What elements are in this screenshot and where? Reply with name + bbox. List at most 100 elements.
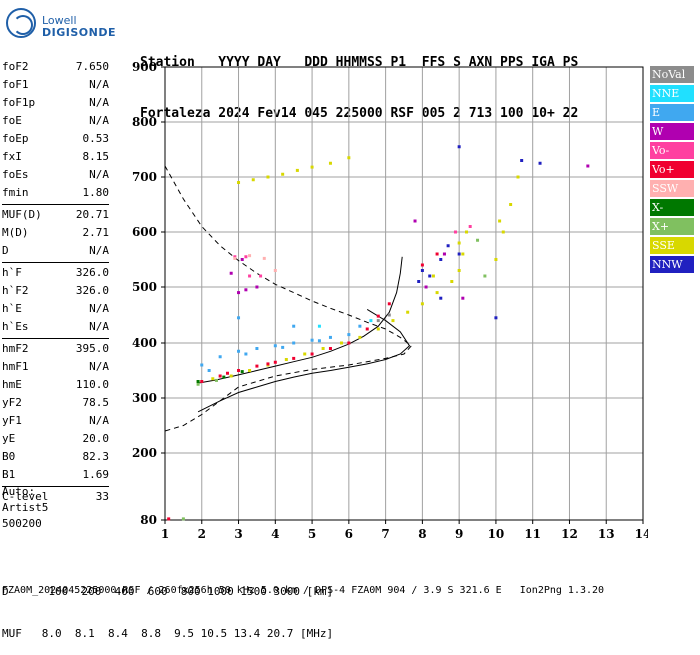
echo-point — [420, 302, 424, 306]
param-name: M(D) — [2, 226, 29, 239]
echo-point — [244, 288, 248, 292]
echo-point — [461, 252, 465, 256]
x-tick-label: 2 — [198, 527, 206, 541]
echo-point — [214, 378, 218, 382]
x-tick-label: 12 — [561, 527, 578, 541]
echo-point — [468, 225, 472, 228]
param-value: N/A — [89, 114, 109, 127]
legend-item: Vo- — [650, 142, 694, 159]
param-row: foF2 7.650 — [2, 58, 109, 76]
echo-point — [167, 517, 171, 521]
echo-point — [233, 255, 237, 259]
legend-item: X- — [650, 199, 694, 216]
y-tick-label: 200 — [132, 446, 157, 460]
echo-point — [498, 219, 502, 223]
param-name: h`F — [2, 266, 22, 279]
param-value: 2.71 — [82, 226, 110, 239]
auto-version: 500200 — [2, 517, 42, 530]
param-value: 20.71 — [75, 208, 109, 221]
digisonde-logo: Lowell DIGISONDE — [2, 4, 115, 44]
param-row: D N/A — [2, 242, 109, 260]
echo-point — [207, 369, 211, 372]
echo-point — [310, 352, 314, 356]
param-row: MUF(D) 20.71 — [2, 206, 109, 224]
header-labels: Station YYYY DAY DDD HHMMSS P1 FFS S AXN… — [140, 55, 579, 70]
x-tick-label: 1 — [161, 527, 169, 541]
param-row: yE 20.0 — [2, 430, 109, 448]
echo-point — [457, 269, 461, 272]
muf-row: MUF 8.0 8.1 8.4 8.8 9.5 10.5 13.4 20.7 [… — [2, 627, 334, 640]
echo-point — [461, 296, 465, 300]
solid-trace-curve — [198, 256, 403, 384]
echo-point — [292, 356, 296, 360]
echo-point — [435, 291, 439, 295]
x-tick-label: 14 — [635, 527, 648, 541]
param-row: h`F2 326.0 — [2, 282, 109, 300]
param-name: h`F2 — [2, 284, 29, 297]
echo-point — [369, 319, 373, 323]
param-name: B0 — [2, 450, 16, 463]
distance-row: D 100 200 400 600 800 1000 1500 3000 [km… — [2, 585, 334, 598]
echo-point — [200, 363, 204, 367]
echo-point — [266, 175, 270, 179]
echo-point — [446, 244, 450, 248]
legend-item: NoVal — [650, 66, 694, 83]
legend-item: Vo+ — [650, 161, 694, 178]
param-value: 8.15 — [82, 150, 110, 163]
x-tick-label: 4 — [271, 527, 279, 541]
y-tick-label: 800 — [132, 115, 157, 129]
param-value: N/A — [89, 244, 109, 257]
echo-point — [229, 271, 233, 275]
param-name: MUF(D) — [2, 208, 42, 221]
echo-point — [251, 178, 255, 182]
param-row: yF2 78.5 — [2, 394, 109, 412]
echo-point — [240, 370, 244, 374]
echo-point — [273, 344, 277, 348]
param-name: foF2 — [2, 60, 29, 73]
param-row: foF1 N/A — [2, 76, 109, 94]
param-name: yF2 — [2, 396, 22, 409]
file-info: FZA0M_2024045225000.RSF / 260fx256h 50 k… — [2, 585, 605, 596]
param-value: 78.5 — [82, 396, 110, 409]
param-name: hmF1 — [2, 360, 29, 373]
x-tick-label: 10 — [488, 527, 505, 541]
echo-point — [387, 302, 391, 306]
param-value: 1.69 — [82, 468, 110, 481]
echo-point — [428, 274, 432, 278]
param-row: B1 1.69 — [2, 466, 109, 484]
x-tick-label: 13 — [598, 527, 615, 541]
echo-point — [295, 168, 299, 172]
autoscaling-info: Auto: Artist5 500200 — [2, 484, 48, 532]
param-row: h`Es N/A — [2, 318, 109, 336]
echo-point — [211, 377, 215, 381]
echo-point — [248, 254, 252, 258]
legend-item: W — [650, 123, 694, 140]
echo-point — [240, 258, 244, 261]
y-tick-label: 80 — [140, 513, 157, 527]
echo-point — [237, 369, 241, 372]
legend-item: SSW — [650, 180, 694, 197]
param-value: 33 — [95, 490, 109, 503]
echo-point — [494, 316, 498, 320]
separator — [2, 486, 109, 487]
param-name: foF1 — [2, 78, 29, 91]
echo-point — [483, 274, 487, 278]
legend-item: NNE — [650, 85, 694, 102]
param-value: N/A — [89, 302, 109, 315]
param-value: N/A — [89, 96, 109, 109]
param-name: fmin — [2, 186, 29, 199]
echo-point — [317, 339, 321, 343]
echo-point — [465, 230, 469, 234]
param-name: foEs — [2, 168, 29, 181]
echo-point — [413, 219, 417, 223]
echo-point — [237, 316, 241, 320]
echo-point — [453, 230, 457, 234]
echo-point — [358, 335, 362, 339]
echo-point — [273, 269, 277, 272]
param-row: fmin 1.80 — [2, 184, 109, 202]
separator — [2, 338, 109, 339]
auto-program: Artist5 — [2, 501, 49, 514]
echo-point — [442, 252, 446, 256]
echo-point — [424, 285, 428, 289]
echo-point — [457, 241, 461, 245]
